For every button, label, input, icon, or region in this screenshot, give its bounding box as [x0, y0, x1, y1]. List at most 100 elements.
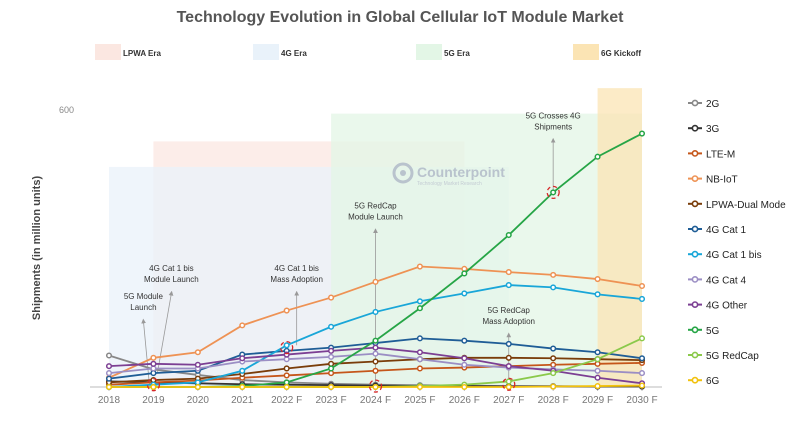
highlight-circle: [146, 378, 161, 392]
legend-label: LPWA-Dual Mode: [706, 200, 786, 211]
data-point: [638, 282, 646, 290]
x-tick-label: 2022 F: [271, 395, 302, 406]
era-key-label: 6G Kickoff: [601, 49, 641, 58]
data-point: [283, 383, 290, 391]
era-key-swatch: [253, 44, 279, 60]
data-point: [328, 365, 335, 372]
data-point: [416, 356, 423, 363]
data-point: [150, 354, 157, 361]
data-point: [372, 278, 379, 285]
data-point: [372, 308, 379, 315]
data-point: [105, 363, 113, 370]
data-point: [416, 298, 423, 305]
data-point: [194, 361, 201, 368]
annotation-text: Shipments: [534, 122, 572, 131]
data-point: [505, 363, 512, 370]
highlight-circle: [280, 340, 294, 355]
x-tick-label: 2021: [231, 395, 254, 406]
x-tick-label: 2027 F: [493, 395, 524, 406]
data-point: [150, 360, 157, 367]
highlight-circle: [502, 377, 516, 391]
legend-swatch-marker: [691, 301, 699, 308]
legend-label: 3G: [706, 124, 720, 135]
data-point: [372, 337, 379, 344]
annotation-text: 5G Crosses 4G: [526, 111, 581, 120]
data-point: [239, 383, 246, 391]
annotation-text: Launch: [130, 303, 156, 312]
highlight-circle: [368, 379, 383, 393]
y-axis-label: Shipments (in million units): [31, 176, 43, 321]
data-point: [283, 365, 290, 372]
annotation-text: 4G Cat 1 bis: [149, 264, 193, 273]
data-point: [105, 370, 113, 377]
x-tick-label: 2019: [142, 395, 165, 406]
annotation-text: Module Launch: [348, 213, 403, 222]
data-point: [505, 282, 512, 289]
data-point: [594, 291, 601, 298]
data-point: [594, 367, 601, 374]
data-point: [594, 153, 601, 160]
watermark: Counterpoint Technology Market Research: [392, 162, 505, 187]
data-point: [283, 307, 290, 314]
data-point: [461, 337, 468, 344]
data-point: [505, 378, 512, 385]
legend-label: 6G: [706, 376, 720, 387]
x-tick-label: 2029 F: [582, 395, 613, 406]
data-point: [638, 295, 646, 303]
data-point: [461, 361, 468, 368]
data-point: [283, 342, 290, 349]
legend-swatch-marker: [691, 175, 699, 182]
x-tick-label: 2030 F: [626, 395, 657, 406]
data-point: [328, 347, 335, 354]
legend-label: 4G Cat 4: [706, 275, 746, 286]
data-point: [638, 382, 646, 389]
legend-swatch-marker: [691, 250, 699, 258]
data-point: [550, 284, 557, 291]
x-tick-label: 2024 F: [360, 395, 391, 406]
legend-swatch-marker: [691, 149, 699, 157]
highlight-layer: [146, 185, 560, 393]
data-point: [416, 383, 423, 391]
data-point: [283, 372, 290, 379]
data-point: [461, 355, 468, 362]
data-point: [638, 355, 646, 362]
watermark-logo-icon: [392, 162, 414, 184]
legend-swatch-marker: [691, 326, 699, 334]
data-point: [105, 352, 113, 359]
data-point: [550, 271, 557, 278]
data-point: [372, 358, 379, 365]
era-key-label: 4G Era: [281, 49, 307, 58]
annotation-layer: 5G Module Launch 4G Cat 1 bis Module Launch…: [124, 111, 581, 387]
annotation-text: Mass Adoption: [270, 275, 322, 284]
data-point: [505, 354, 512, 361]
x-tick-label: 2020: [187, 395, 210, 406]
data-point: [505, 383, 512, 391]
data-point: [105, 383, 113, 391]
legend-swatch-marker: [691, 376, 699, 384]
chart-title: Technology Evolution in Global Cellular …: [177, 9, 625, 26]
watermark-logo-dot: [400, 170, 406, 176]
era-key-label: LPWA Era: [123, 49, 161, 58]
data-point: [550, 383, 557, 390]
data-point: [505, 231, 512, 239]
data-point: [372, 350, 379, 357]
data-point: [105, 375, 113, 382]
data-point: [328, 294, 335, 301]
annotation-text: Mass Adoption: [483, 317, 535, 326]
data-point: [416, 335, 423, 342]
annotation-text: 4G Cat 1 bis: [274, 264, 318, 273]
data-point: [638, 130, 646, 137]
series-layer: [105, 130, 646, 391]
data-point: [505, 269, 512, 276]
data-point: [372, 383, 379, 391]
era-key-swatch: [416, 44, 442, 60]
data-point: [638, 335, 646, 342]
data-point: [372, 344, 379, 351]
data-point: [638, 370, 646, 377]
x-tick-label: 2026 F: [449, 395, 480, 406]
data-point: [594, 349, 601, 356]
data-point: [239, 322, 246, 329]
data-point: [461, 290, 468, 297]
annotation-arrow: [157, 290, 174, 374]
